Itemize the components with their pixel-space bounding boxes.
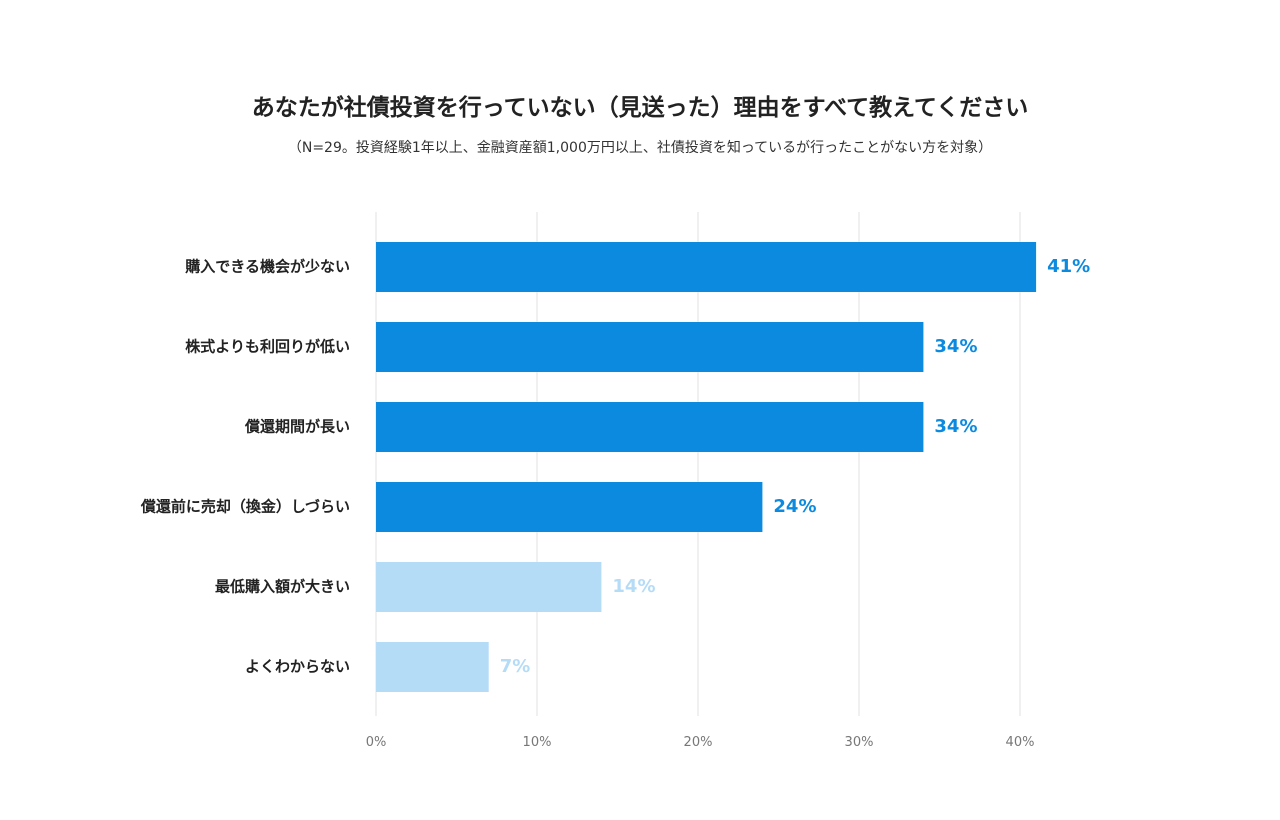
category-label: 購入できる機会が少ない (184, 258, 350, 276)
tick-layer: 0% 10% 20% 30% 40% (366, 735, 1035, 750)
value-label: 41% (1047, 256, 1090, 277)
bar (376, 322, 924, 372)
x-tick-label: 0% (366, 735, 387, 750)
x-tick-label: 30% (845, 735, 874, 750)
bar (376, 402, 924, 452)
category-label: 償還前に売却（換金）しづらい (140, 498, 350, 516)
value-label: 7% (500, 656, 531, 677)
value-label: 34% (934, 336, 977, 357)
label-layer: 購入できる機会が少ない 41% 株式よりも利回りが低い 34% 償還期間が長い 34% 償還… (140, 256, 1090, 677)
value-label: 24% (773, 496, 816, 517)
category-label: 最低購入額が大きい (215, 578, 350, 596)
x-tick-label: 20% (684, 735, 713, 750)
bar (376, 562, 602, 612)
grid-layer (375, 212, 1021, 716)
bar (376, 242, 1037, 292)
category-label: よくわからない (245, 658, 350, 676)
bar (376, 482, 763, 532)
category-label: 償還期間が長い (244, 418, 350, 436)
value-label: 14% (612, 576, 655, 597)
bar (376, 642, 489, 692)
chart-subtitle: （N=29。投資経験1年以上、金融資産額1,000万円以上、社債投資を知っている… (287, 140, 993, 156)
value-label: 34% (934, 416, 977, 437)
x-tick-label: 40% (1006, 735, 1035, 750)
category-label: 株式よりも利回りが低い (185, 338, 350, 356)
x-tick-label: 10% (523, 735, 552, 750)
bar-layer (376, 242, 1037, 692)
chart-title: あなたが社債投資を行っていない（見送った）理由をすべて教えてください (251, 95, 1029, 121)
